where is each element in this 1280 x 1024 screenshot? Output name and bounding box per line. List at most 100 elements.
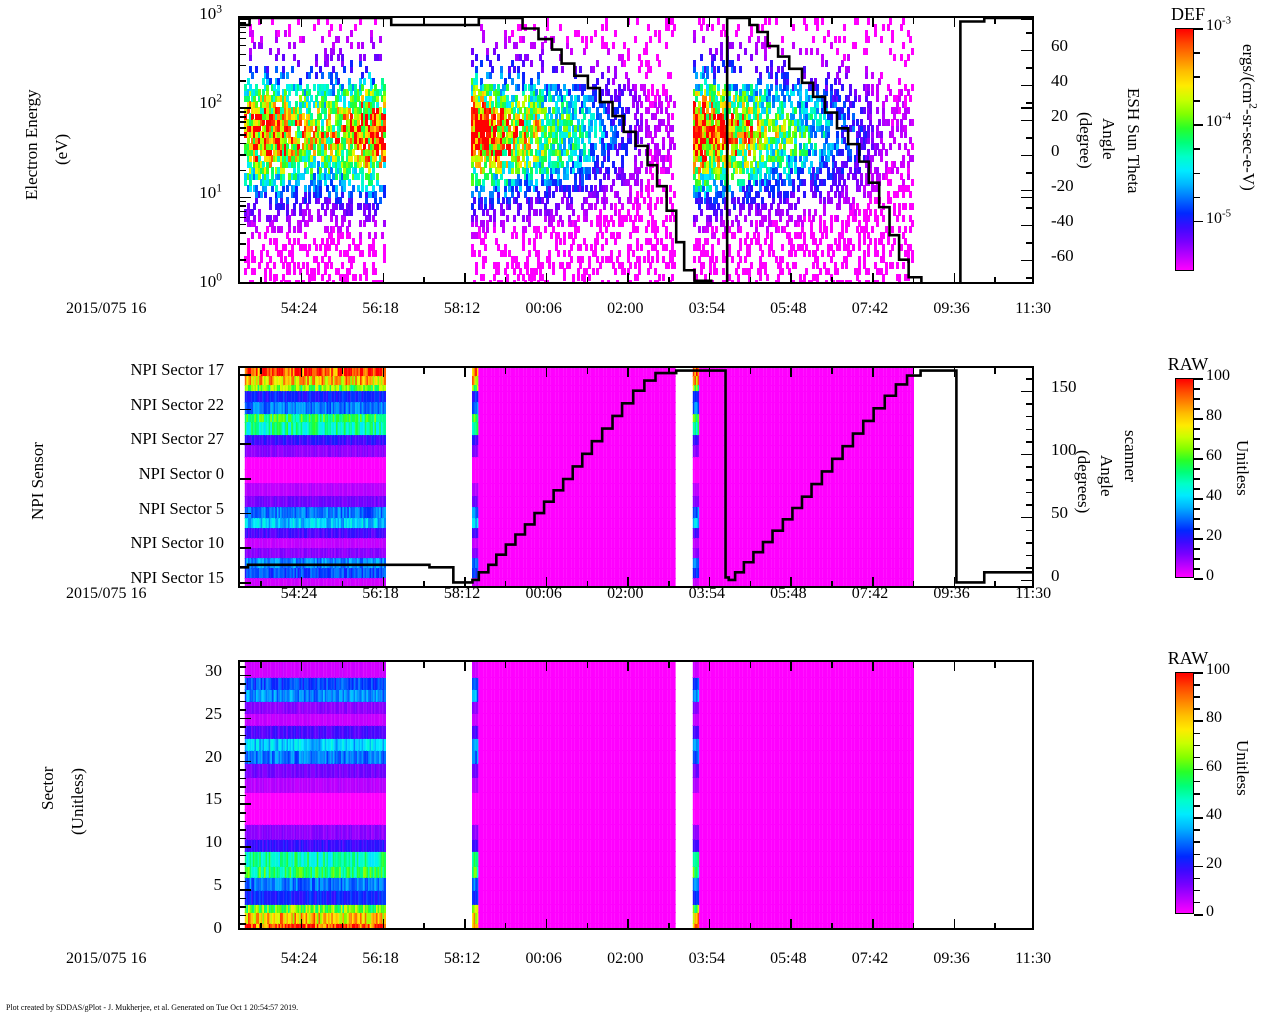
panel1-ytick-label: 103 <box>199 2 222 23</box>
xaxis-tick-label: 11:30 <box>1015 300 1052 317</box>
panel1-ytick-minor <box>240 44 246 47</box>
xaxis-minor-tick <box>341 922 344 928</box>
xaxis-tick-label: 00:06 <box>525 585 562 602</box>
panel3-colorbar-tick <box>1194 720 1203 722</box>
xaxis-minor-tick <box>912 922 915 928</box>
panel3-colorbar-tick <box>1194 817 1203 819</box>
panel3-ytick-label: 25 <box>205 703 222 723</box>
xaxis-minor-tick-top <box>749 662 752 668</box>
xaxis-minor-tick <box>586 276 589 282</box>
xaxis-major-tick <box>790 919 792 928</box>
panel1-right-ytick-major <box>1021 154 1032 157</box>
panel2-colorbar-minor-tick <box>1194 488 1200 490</box>
panel2-colorbar-unit: Unitless <box>1233 440 1252 496</box>
panel1-right-ytick-minor <box>1026 32 1032 34</box>
panel2-right-ytick-minor <box>1026 491 1032 494</box>
xaxis-major-tick <box>790 273 792 282</box>
panel2-right-ytick-minor <box>1026 403 1032 405</box>
panel2-right-ytick-minor <box>1026 466 1032 468</box>
panel3-ylabel-line1: Sector <box>38 766 57 810</box>
panel2-right-ytick-minor <box>1026 554 1032 557</box>
panel2-colorbar-label: 100 <box>1206 367 1230 384</box>
xaxis-minor-tick <box>423 580 425 586</box>
panel1-right-ytick-label: -60 <box>1051 245 1074 265</box>
panel3-colorbar-minor-tick <box>1194 793 1200 795</box>
xaxis-major-tick <box>464 919 466 928</box>
panel3-colorbar-minor-tick <box>1194 744 1200 747</box>
panel2-colorbar-tick <box>1194 458 1203 460</box>
panel2-colorbar-minor-tick <box>1194 438 1200 440</box>
xaxis-minor-tick-top <box>423 662 425 668</box>
panel2-colorbar-minor-tick <box>1194 528 1200 530</box>
panel1-overlay-line <box>240 18 1032 282</box>
panel1-right-ytick-label: 0 <box>1051 140 1060 160</box>
panel3-plot-frame[interactable] <box>238 660 1034 930</box>
xaxis-major-tick-top <box>300 18 303 27</box>
panel2-ytick-label: NPI Sector 10 <box>130 533 225 553</box>
xaxis-minor-tick-top <box>831 368 833 374</box>
xaxis-minor-tick-top <box>668 662 670 668</box>
panel1-right-ytick-label: 40 <box>1051 70 1068 90</box>
panel3-colorbar-minor-tick <box>1194 684 1200 686</box>
panel1-ytick-label: 102 <box>199 91 222 113</box>
xaxis-minor-tick-top <box>749 18 752 24</box>
xaxis-minor-tick-top <box>912 18 915 24</box>
panel3-colorbar-tick <box>1194 865 1203 868</box>
panel3-ytick-major <box>240 846 251 848</box>
panel2-colorbar-minor-tick <box>1194 428 1200 430</box>
xaxis-tick-label: 58:12 <box>443 300 481 317</box>
xaxis-minor-tick-top <box>668 18 670 24</box>
xaxis-minor-tick-top <box>831 662 833 668</box>
panel3-ytick-minor <box>240 880 246 883</box>
panel2-right-ytick-major <box>1021 390 1032 393</box>
panel1-colorbar-minor-tick <box>1194 52 1200 54</box>
xaxis-tick-label: 03:54 <box>688 585 726 602</box>
panel3-colorbar-minor-tick <box>1194 708 1200 710</box>
panel2-ytick-major <box>240 512 251 515</box>
panel1-ytick-major-right <box>1021 107 1032 109</box>
panel2-plot-frame[interactable] <box>238 366 1034 588</box>
xaxis-minor-tick-top <box>504 18 507 24</box>
panel1-ytick-minor <box>240 200 246 203</box>
xaxis-major-tick-top <box>953 18 956 27</box>
xaxis-major-tick-top <box>300 368 303 377</box>
panel3-ylabel-line2: (Unitless) <box>68 767 87 835</box>
xaxis-minor-tick-top <box>260 18 262 24</box>
xaxis-minor-tick-top <box>504 662 507 668</box>
panel1-colorbar <box>1175 28 1194 271</box>
panel1-right-ytick-major <box>1021 84 1032 87</box>
panel1-plot-frame[interactable] <box>238 16 1034 284</box>
xaxis-minor-tick <box>831 276 833 282</box>
xaxis-minor-tick-top <box>994 368 996 374</box>
panel1-ytick-minor <box>240 243 246 245</box>
panel3-spectrogram-canvas <box>240 662 1032 928</box>
panel2-right-ytick-major <box>1021 516 1032 519</box>
panel2-colorbar-minor-tick <box>1194 558 1200 560</box>
xaxis-date-label: 2015/075 16 <box>66 585 147 602</box>
panel3-ytick-minor <box>240 812 246 814</box>
panel1-right-ytick-major <box>1021 259 1032 262</box>
xaxis-minor-tick <box>994 276 996 282</box>
panel1-colorbar-unit: ergs/(cm2-sr-sec-e-V) <box>1239 44 1260 191</box>
panel3-colorbar-minor-tick <box>1194 901 1200 904</box>
panel2-colorbar-minor-tick <box>1194 388 1200 390</box>
panel3-ytick-minor <box>240 863 246 865</box>
panel2-right-ytick-label: 150 <box>1051 376 1077 396</box>
panel2-ytick-label: NPI Sector 15 <box>130 568 225 587</box>
xaxis-minor-tick <box>260 922 262 928</box>
panel2-right-ytick-label: 50 <box>1051 502 1068 522</box>
panel1-ytick-minor <box>240 205 246 207</box>
xaxis-major-tick-top <box>627 18 629 27</box>
panel3-ytick-major <box>240 674 251 677</box>
xaxis-major-tick-top <box>872 662 874 671</box>
xaxis-major-tick-top <box>872 368 874 377</box>
xaxis-tick-label: 03:54 <box>688 950 726 967</box>
panel1-right-ytick-major <box>1021 224 1032 227</box>
panel2-ytick-major <box>240 374 251 376</box>
xaxis-major-tick <box>464 577 466 586</box>
xaxis-major-tick <box>382 273 385 282</box>
xaxis-major-tick <box>464 273 466 282</box>
xaxis-minor-tick-top <box>994 662 996 668</box>
xaxis-minor-tick-top <box>341 18 344 24</box>
